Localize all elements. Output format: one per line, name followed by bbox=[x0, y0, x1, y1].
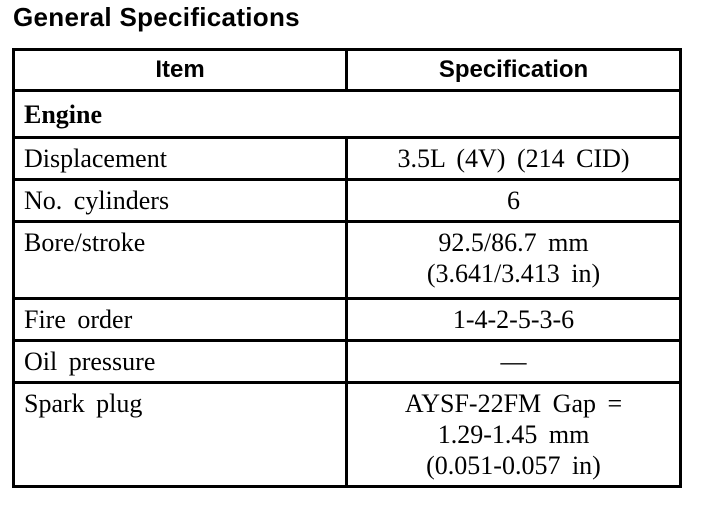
spec-line: (3.641/3.413 in) bbox=[426, 259, 601, 288]
general-specifications-table: Item Specification Engine Displacement 3… bbox=[12, 48, 682, 488]
item-cell: No. cylinders bbox=[12, 178, 348, 223]
section-cell: Engine bbox=[12, 89, 682, 139]
spec-line: 6 bbox=[507, 186, 520, 215]
spec-line: 3.5L (4V) (214 CID) bbox=[397, 144, 630, 173]
table-row: Bore/stroke 92.5/86.7 mm (3.641/3.413 in… bbox=[12, 220, 682, 300]
spec-line: 1.29-1.45 mm bbox=[437, 420, 590, 449]
spec-cell: 1-4-2-5-3-6 bbox=[345, 297, 682, 342]
table-row: No. cylinders 6 bbox=[12, 178, 682, 223]
spec-cell: 6 bbox=[345, 178, 682, 223]
spec-line: 1-4-2-5-3-6 bbox=[452, 305, 575, 334]
spec-cell: 3.5L (4V) (214 CID) bbox=[345, 136, 682, 181]
item-cell: Displacement bbox=[12, 136, 348, 181]
section-row-engine: Engine bbox=[12, 89, 682, 139]
spec-line: 92.5/86.7 mm bbox=[438, 228, 589, 257]
spec-cell: — bbox=[345, 339, 682, 384]
page-title: General Specifications bbox=[13, 2, 300, 32]
item-cell: Fire order bbox=[12, 297, 348, 342]
table-row: Fire order 1-4-2-5-3-6 bbox=[12, 297, 682, 342]
column-header-specification: Specification bbox=[345, 48, 682, 92]
spec-cell: 92.5/86.7 mm (3.641/3.413 in) bbox=[345, 220, 682, 300]
column-header-item: Item bbox=[12, 48, 348, 92]
spec-line: (0.051-0.057 in) bbox=[426, 451, 601, 480]
item-cell: Oil pressure bbox=[12, 339, 348, 384]
table-row: Spark plug AYSF-22FM Gap = 1.29-1.45 mm … bbox=[12, 381, 682, 488]
spec-cell: AYSF-22FM Gap = 1.29-1.45 mm (0.051-0.05… bbox=[345, 381, 682, 488]
item-cell: Bore/stroke bbox=[12, 220, 348, 300]
spec-line: — bbox=[500, 347, 527, 376]
spec-line: AYSF-22FM Gap = bbox=[404, 389, 623, 418]
table-row: Displacement 3.5L (4V) (214 CID) bbox=[12, 136, 682, 181]
item-cell: Spark plug bbox=[12, 381, 348, 488]
header-row: Item Specification bbox=[12, 48, 682, 92]
table-row: Oil pressure — bbox=[12, 339, 682, 384]
